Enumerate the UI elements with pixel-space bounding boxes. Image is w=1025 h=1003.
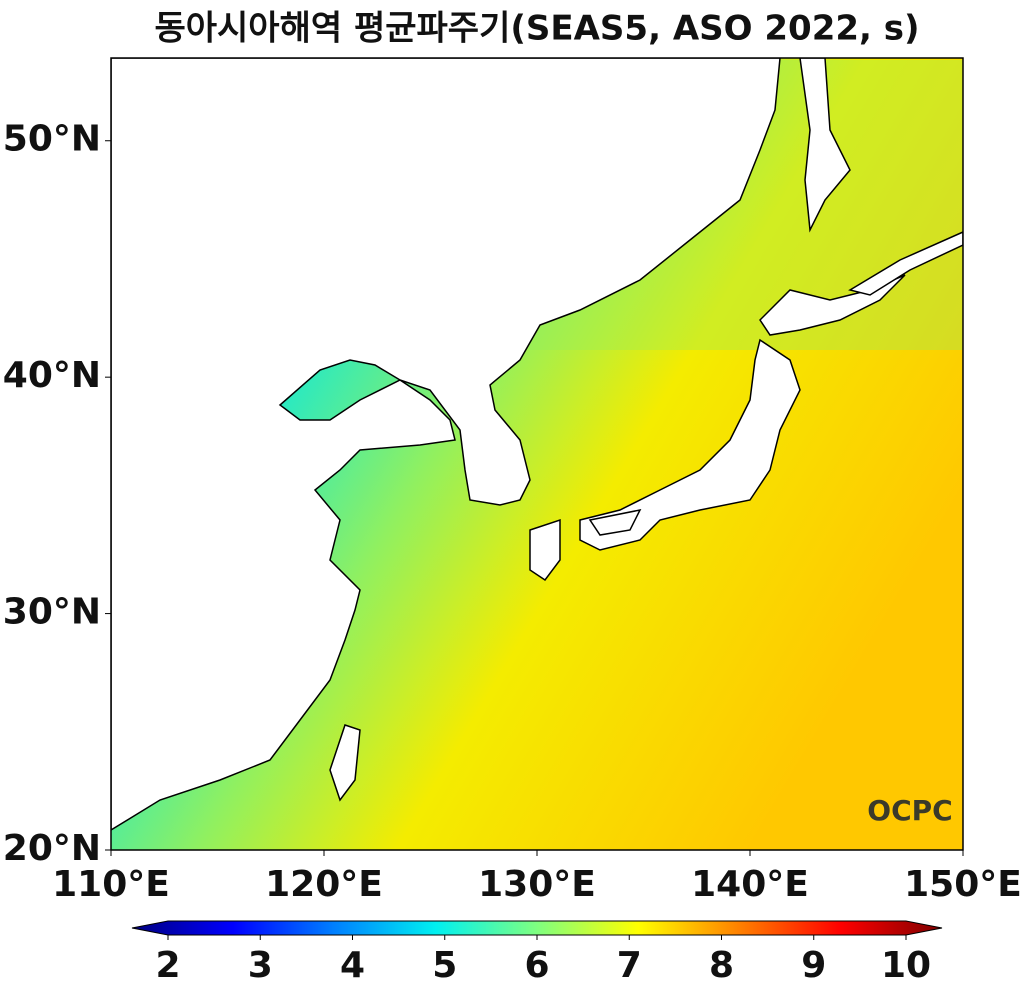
colorbar-tick-label: 4 [340,945,365,986]
shikoku [588,508,642,536]
logo: OCPC [867,794,952,827]
x-tick-label: 150°E [904,864,1022,905]
colorbar-tick-label: 9 [801,945,826,986]
colorbar-tick-label: 5 [432,945,457,986]
colorbar-tick-label: 2 [155,945,180,986]
kyushu [529,518,561,582]
map-area [111,58,963,850]
colorbar-tick-label: 6 [524,945,549,986]
y-tick-label: 30°N [3,592,101,633]
mainland [111,58,781,831]
sakhalin [799,58,851,233]
colorbar-tick-label: 10 [881,945,931,986]
colorbar-tick-label: 7 [617,945,642,986]
honshu [579,338,801,551]
x-tick-label: 130°E [478,864,596,905]
taiwan [329,724,361,802]
colorbar [131,920,943,936]
hokkaido [759,274,906,336]
x-tick-label: 120°E [265,864,383,905]
russia-east [848,231,963,296]
colorbar-tick-label: 3 [248,945,273,986]
y-tick-label: 50°N [3,119,101,160]
y-tick-label: 20°N [3,828,101,869]
x-tick-label: 110°E [52,864,170,905]
y-tick-label: 40°N [3,355,101,396]
x-tick-label: 140°E [691,864,809,905]
colorbar-tick-label: 8 [709,945,734,986]
title: 동아시아해역 평균파주기(SEAS5, ASO 2022, s) [154,9,919,49]
